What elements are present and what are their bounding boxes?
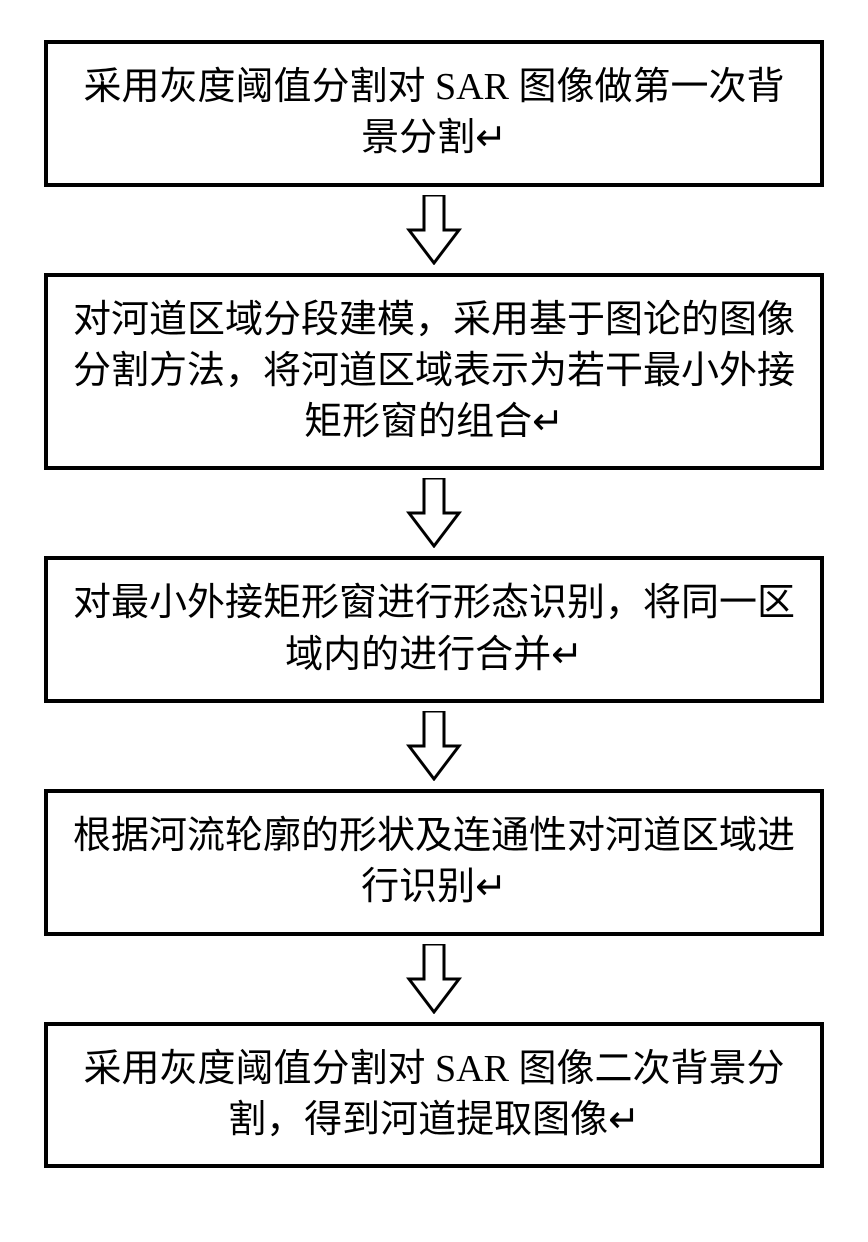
flowchart-step-3: 对最小外接矩形窗进行形态识别，将同一区域内的进行合并↵ bbox=[44, 556, 824, 703]
flowchart-step-4: 根据河流轮廓的形状及连通性对河道区域进行识别↵ bbox=[44, 789, 824, 936]
down-arrow-icon bbox=[404, 478, 464, 548]
step-text: 采用灰度阈值分割对 SAR 图像做第一次背景分割↵ bbox=[84, 66, 785, 159]
flowchart-step-1: 采用灰度阈值分割对 SAR 图像做第一次背景分割↵ bbox=[44, 40, 824, 187]
step-text: 采用灰度阈值分割对 SAR 图像二次背景分割，得到河道提取图像↵ bbox=[84, 1048, 785, 1141]
arrow-2 bbox=[404, 478, 464, 548]
flowchart-step-5: 采用灰度阈值分割对 SAR 图像二次背景分割，得到河道提取图像↵ bbox=[44, 1022, 824, 1169]
arrow-1 bbox=[404, 195, 464, 265]
down-arrow-icon bbox=[404, 711, 464, 781]
flowchart-step-2: 对河道区域分段建模，采用基于图论的图像分割方法，将河道区域表示为若干最小外接矩形… bbox=[44, 273, 824, 471]
step-text: 对河道区域分段建模，采用基于图论的图像分割方法，将河道区域表示为若干最小外接矩形… bbox=[73, 299, 795, 444]
arrow-4 bbox=[404, 944, 464, 1014]
step-text: 对最小外接矩形窗进行形态识别，将同一区域内的进行合并↵ bbox=[73, 582, 795, 675]
flowchart-container: 采用灰度阈值分割对 SAR 图像做第一次背景分割↵ 对河道区域分段建模，采用基于… bbox=[44, 40, 824, 1168]
arrow-3 bbox=[404, 711, 464, 781]
down-arrow-icon bbox=[404, 944, 464, 1014]
step-text: 根据河流轮廓的形状及连通性对河道区域进行识别↵ bbox=[73, 815, 795, 908]
down-arrow-icon bbox=[404, 195, 464, 265]
